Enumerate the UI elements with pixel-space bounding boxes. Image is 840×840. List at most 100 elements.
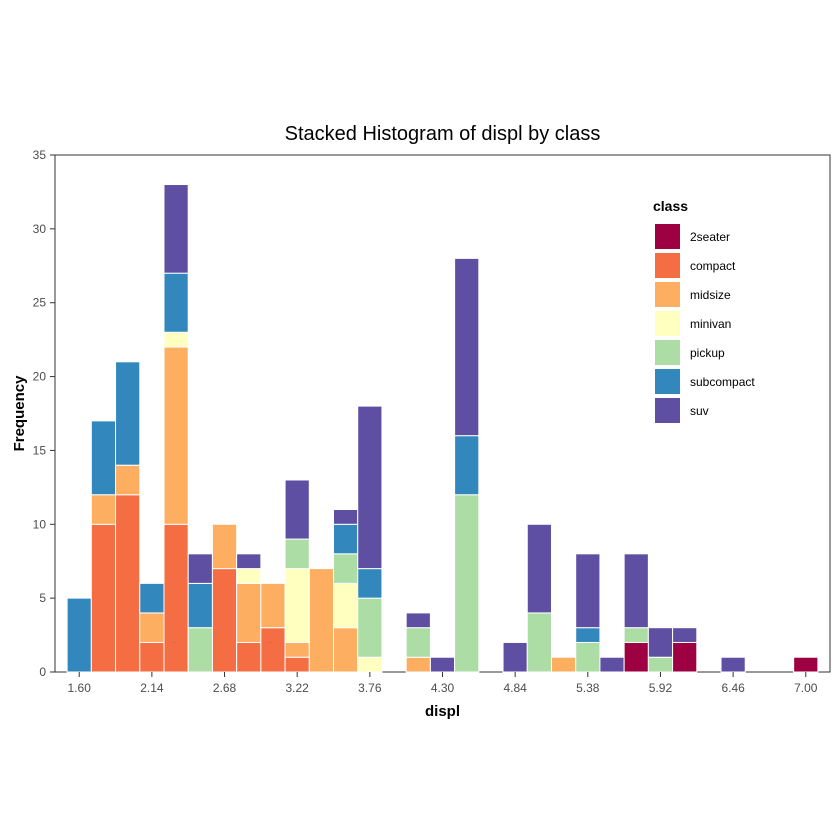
bar-midsize-3.04 [260, 582, 286, 629]
bar-minivan-3.22 [284, 568, 310, 643]
bar-midsize-2.14 [139, 612, 165, 643]
bar-pickup-5.02 [526, 612, 552, 673]
y-tick-label: 10 [33, 517, 47, 531]
x-tick-label: 2.14 [140, 681, 164, 695]
bar-suv-5.56 [599, 656, 625, 673]
x-axis-title: displ [425, 703, 460, 720]
x-axis: 1.60 2.14 2.68 3.22 3.76 4.30 4.84 5.38 5.92 6.46… [68, 672, 818, 695]
bar-subcompact-2.50 [187, 582, 213, 629]
bar-2seater-7.00 [793, 656, 819, 673]
legend-label-compact: compact [690, 259, 736, 273]
legend-swatch-suv [655, 398, 680, 423]
legend-label-minivan: minivan [690, 317, 731, 331]
bar-pickup-5.74 [623, 627, 649, 643]
bar-suv-2.50 [187, 553, 213, 584]
bar-suv-6.10 [672, 627, 698, 643]
bar-midsize-5.20 [550, 656, 577, 673]
x-tick-label: 5.38 [576, 681, 600, 695]
bar-2seater-5.74 [623, 641, 649, 673]
bar-subcompact-2.32 [163, 272, 189, 333]
bar-suv-5.38 [575, 553, 601, 629]
bar-midsize-4.12 [405, 656, 431, 673]
bar-minivan-3.76 [357, 656, 383, 673]
bar-suv-5.02 [526, 523, 552, 614]
legend-label-suv: suv [690, 404, 709, 418]
bar-midsize-2.86 [236, 582, 262, 643]
bar-pickup-5.38 [575, 641, 601, 673]
bar-subcompact-1.60 [66, 597, 92, 673]
legend: class 2seater compact midsize minivan pickup… [653, 198, 755, 423]
bar-suv-5.92 [647, 627, 674, 658]
bar-2seater-6.10 [672, 641, 698, 673]
bar-midsize-1.78 [90, 494, 117, 525]
bar-suv-3.76 [357, 405, 383, 570]
bar-pickup-3.22 [284, 538, 310, 570]
bar-subcompact-3.76 [357, 568, 383, 599]
y-tick-label: 35 [33, 148, 47, 162]
x-tick-label: 4.84 [503, 681, 527, 695]
legend-label-midsize: midsize [690, 288, 731, 302]
x-tick-label: 3.76 [358, 681, 382, 695]
x-tick-label: 6.46 [721, 681, 745, 695]
legend-swatch-2seater [655, 224, 680, 249]
bar-midsize-2.32 [163, 346, 189, 525]
bar-subcompact-3.58 [333, 523, 359, 555]
bar-subcompact-4.48 [454, 435, 480, 496]
legend-label-pickup: pickup [690, 346, 725, 360]
bar-compact-3.22 [284, 656, 310, 673]
legend-label-2seater: 2seater [690, 230, 730, 244]
x-tick-label: 4.30 [431, 681, 455, 695]
bar-pickup-4.48 [454, 494, 480, 673]
legend-label-subcompact: subcompact [690, 375, 755, 389]
x-tick-label: 3.22 [286, 681, 310, 695]
bar-pickup-3.76 [357, 597, 383, 658]
bar-subcompact-1.96 [115, 361, 141, 466]
y-axis-title: Frequency [11, 375, 28, 452]
legend-title: class [653, 198, 688, 214]
bar-midsize-3.58 [333, 627, 359, 673]
bar-subcompact-5.38 [575, 627, 601, 643]
legend-swatch-midsize [655, 282, 680, 307]
bar-suv-3.58 [333, 509, 359, 525]
bar-compact-3.04 [260, 627, 286, 673]
bar-compact-2.32 [163, 523, 189, 673]
bar-pickup-2.50 [187, 627, 213, 673]
bar-compact-2.86 [236, 641, 262, 673]
bar-subcompact-2.14 [139, 582, 165, 614]
bar-midsize-3.22 [284, 641, 310, 658]
y-tick-label: 15 [33, 443, 47, 457]
y-axis: 0 5 10 15 20 25 30 35 [33, 148, 55, 679]
bar-compact-2.68 [211, 568, 238, 673]
bar-suv-6.46 [720, 656, 746, 673]
bar-compact-1.96 [115, 494, 141, 673]
x-tick-label: 2.68 [213, 681, 237, 695]
bar-suv-4.48 [454, 257, 480, 437]
bar-minivan-2.86 [236, 568, 262, 584]
legend-swatch-compact [655, 253, 680, 278]
legend-swatch-pickup [655, 340, 680, 365]
y-tick-label: 0 [39, 665, 46, 679]
bar-subcompact-1.78 [90, 420, 117, 496]
bar-suv-2.86 [236, 553, 262, 570]
bar-pickup-4.12 [405, 627, 431, 658]
bar-midsize-3.40 [308, 568, 335, 673]
x-tick-label: 1.60 [68, 681, 92, 695]
bar-pickup-5.92 [647, 656, 674, 673]
legend-swatch-subcompact [655, 369, 680, 394]
bar-suv-5.74 [623, 553, 649, 629]
bar-midsize-2.68 [211, 523, 238, 570]
y-tick-label: 5 [39, 591, 46, 605]
bar-suv-4.84 [502, 641, 528, 673]
bar-midsize-1.96 [115, 464, 141, 496]
y-tick-label: 30 [33, 222, 47, 236]
bar-suv-4.30 [429, 656, 456, 673]
bar-suv-4.12 [405, 612, 431, 629]
bar-suv-2.32 [163, 184, 189, 274]
bar-compact-1.78 [90, 523, 117, 673]
x-tick-label: 7.00 [794, 681, 818, 695]
bar-pickup-3.58 [333, 553, 359, 584]
bar-suv-3.22 [284, 479, 310, 540]
legend-swatch-minivan [655, 311, 680, 336]
bar-minivan-2.32 [163, 331, 189, 348]
